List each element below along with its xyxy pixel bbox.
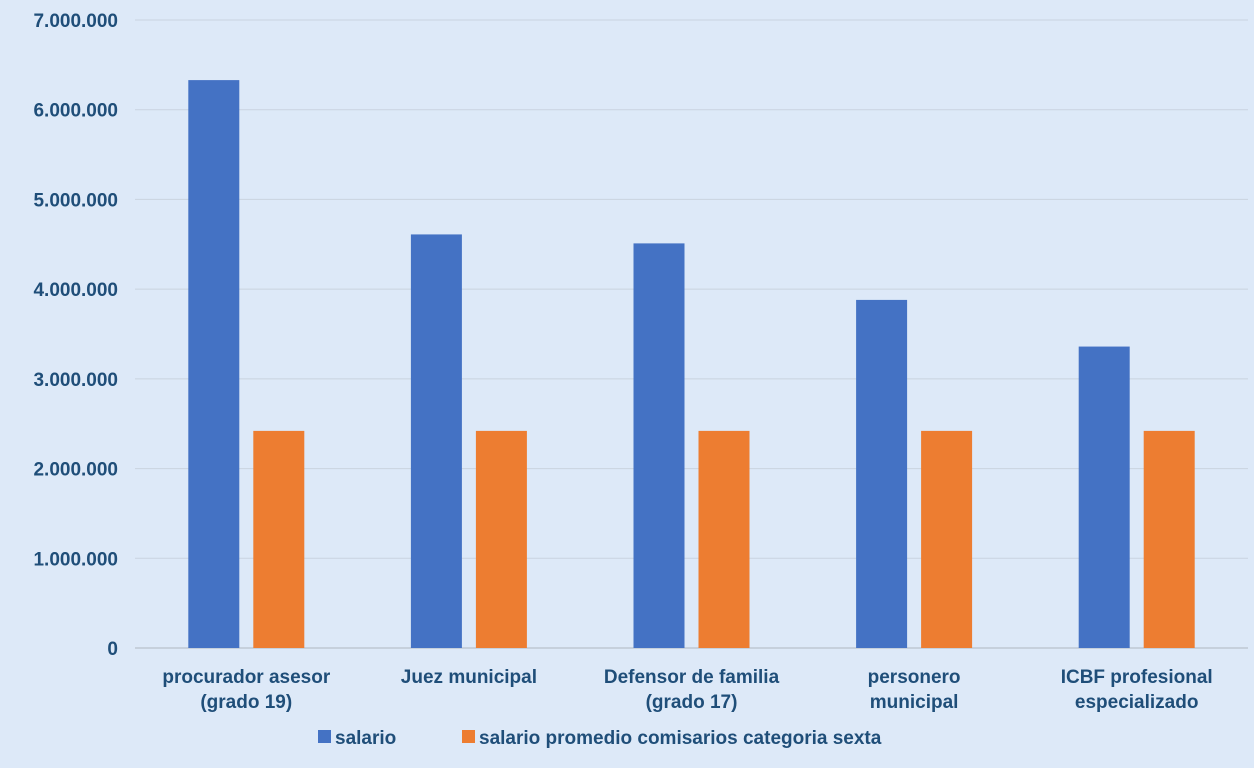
x-tick-label: procurador asesor [162, 667, 330, 688]
y-tick-label: 5.000.000 [33, 190, 118, 211]
x-tick-label: Defensor de familia [604, 667, 780, 688]
y-tick-label: 3.000.000 [33, 370, 118, 391]
legend-label: salario promedio comisarios categoria se… [479, 728, 882, 749]
y-tick-label: 7.000.000 [33, 11, 118, 32]
x-tick-label: personero [868, 667, 961, 688]
x-tick-label: especializado [1075, 692, 1199, 713]
y-tick-label: 0 [107, 639, 118, 660]
y-tick-label: 2.000.000 [33, 460, 118, 481]
bar-salario-promedio [253, 430, 305, 648]
legend-swatch [318, 730, 331, 743]
legend-swatch [462, 730, 475, 743]
x-tick-label: (grado 19) [200, 692, 292, 713]
y-tick-label: 6.000.000 [33, 101, 118, 122]
y-tick-label: 1.000.000 [33, 549, 118, 570]
legend-label: salario [335, 728, 396, 749]
bar-salario-promedio [698, 430, 750, 648]
bar-salario [410, 234, 462, 648]
bar-salario-promedio [475, 430, 527, 648]
y-tick-label: 4.000.000 [33, 280, 118, 301]
x-tick-label: ICBF profesional [1061, 667, 1213, 688]
x-tick-label: Juez municipal [401, 667, 537, 688]
bar-salario [856, 299, 908, 648]
x-tick-label: (grado 17) [646, 692, 738, 713]
bar-salario-promedio [1143, 430, 1195, 648]
bar-salario [633, 243, 685, 649]
bar-salario [188, 80, 240, 648]
bar-salario-promedio [921, 430, 973, 648]
bar-salario [1078, 346, 1130, 648]
x-tick-label: municipal [870, 692, 959, 713]
